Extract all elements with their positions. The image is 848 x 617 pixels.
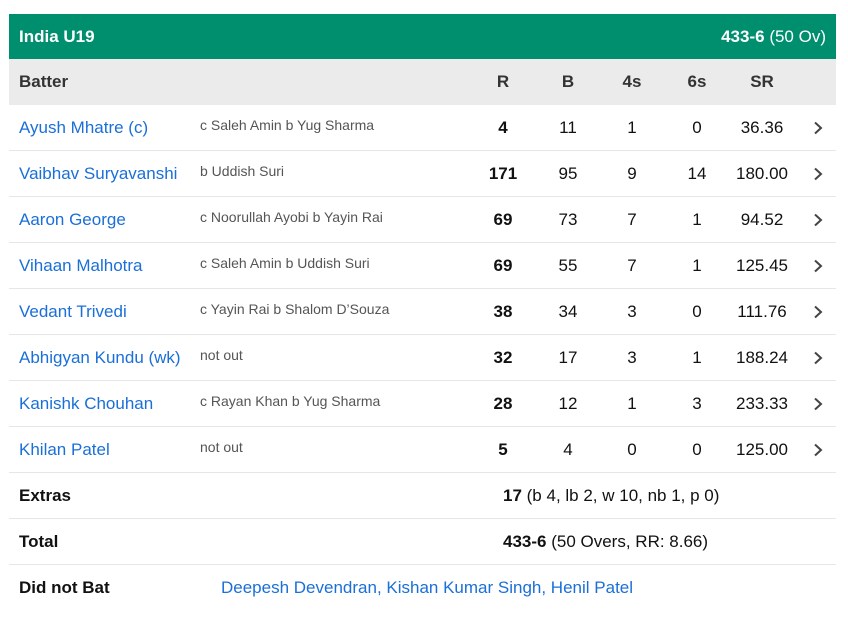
batter-name[interactable]: Vihaan Malhotra	[19, 255, 143, 275]
runs: 4	[498, 117, 508, 137]
batter-row[interactable]: Ayush Mhatre (c) c Saleh Amin b Yug Shar…	[9, 105, 836, 151]
sixes: 0	[692, 439, 702, 459]
sixes: 3	[692, 393, 702, 413]
dismissal: not out	[200, 439, 243, 455]
scorecard: India U19 433-6 (50 Ov) Batter R B 4s 6s…	[9, 14, 836, 611]
batter-row[interactable]: Aaron George c Noorullah Ayobi b Yayin R…	[9, 197, 836, 243]
chevron-right-icon[interactable]	[812, 305, 824, 319]
extras-row: Extras 17 (b 4, lb 2, w 10, nb 1, p 0)	[9, 473, 836, 519]
strike-rate: 180.00	[736, 163, 788, 183]
chevron-right-icon[interactable]	[812, 213, 824, 227]
fours: 3	[627, 301, 637, 321]
chevron-right-icon[interactable]	[812, 397, 824, 411]
runs: 32	[493, 347, 513, 367]
batter-row[interactable]: Vaibhav Suryavanshi b Uddish Suri 171 95…	[9, 151, 836, 197]
extras-label: Extras	[19, 485, 71, 505]
col-balls: B	[561, 72, 575, 91]
runs: 5	[498, 439, 508, 459]
chevron-right-icon[interactable]	[812, 167, 824, 181]
col-runs: R	[496, 72, 510, 91]
batter-row[interactable]: Khilan Patel not out 5 4 0 0 125.00	[9, 427, 836, 473]
extras-value: 17 (b 4, lb 2, w 10, nb 1, p 0)	[503, 485, 720, 505]
balls: 12	[558, 393, 578, 413]
chevron-right-icon[interactable]	[812, 351, 824, 365]
total-value: 433-6 (50 Overs, RR: 8.66)	[503, 531, 709, 551]
strike-rate: 94.52	[740, 209, 784, 229]
batter-name[interactable]: Kanishk Chouhan	[19, 393, 154, 413]
strike-rate: 125.00	[736, 439, 788, 459]
did-not-bat-players[interactable]: Deepesh Devendran, Kishan Kumar Singh, H…	[221, 578, 634, 597]
fours: 7	[627, 209, 637, 229]
balls: 11	[559, 117, 577, 137]
chevron-right-icon[interactable]	[812, 259, 824, 273]
batter-name[interactable]: Aaron George	[19, 209, 126, 229]
batter-row[interactable]: Abhigyan Kundu (wk) not out 32 17 3 1 18…	[9, 335, 836, 381]
runs: 38	[493, 301, 513, 321]
balls: 4	[563, 439, 573, 459]
balls: 34	[558, 301, 578, 321]
dismissal: c Saleh Amin b Uddish Suri	[200, 255, 370, 271]
dismissal: not out	[200, 347, 243, 363]
runs: 69	[493, 255, 513, 275]
fours: 7	[627, 255, 637, 275]
batter-name[interactable]: Vedant Trivedi	[19, 301, 127, 321]
fours: 1	[627, 393, 637, 413]
batter-row[interactable]: Kanishk Chouhan c Rayan Khan b Yug Sharm…	[9, 381, 836, 427]
dismissal: b Uddish Suri	[200, 163, 285, 179]
sixes: 1	[692, 255, 702, 275]
strike-rate: 111.76	[737, 301, 787, 321]
fours: 9	[627, 163, 637, 183]
team-name: India U19	[19, 26, 95, 46]
batter-row[interactable]: Vihaan Malhotra c Saleh Amin b Uddish Su…	[9, 243, 836, 289]
fours: 3	[627, 347, 637, 367]
chevron-right-icon[interactable]	[812, 443, 824, 457]
sixes: 1	[692, 347, 702, 367]
runs: 69	[493, 209, 513, 229]
fours: 0	[627, 439, 637, 459]
batter-name[interactable]: Ayush Mhatre (c)	[19, 117, 149, 137]
column-header-row: Batter R B 4s 6s SR	[9, 59, 836, 105]
total-label: Total	[19, 531, 59, 551]
total-row: Total 433-6 (50 Overs, RR: 8.66)	[9, 519, 836, 565]
strike-rate: 233.33	[736, 393, 788, 413]
dismissal: c Saleh Amin b Yug Sharma	[200, 117, 375, 133]
fours: 1	[627, 117, 637, 137]
batter-name[interactable]: Khilan Patel	[19, 439, 110, 459]
batter-name[interactable]: Abhigyan Kundu (wk)	[19, 347, 181, 367]
sixes: 1	[692, 209, 702, 229]
col-fours: 4s	[622, 72, 642, 91]
chevron-right-icon[interactable]	[812, 121, 824, 135]
col-batter: Batter	[19, 72, 69, 91]
strike-rate: 188.24	[736, 347, 788, 367]
balls: 17	[558, 347, 578, 367]
batter-row[interactable]: Vedant Trivedi c Yayin Rai b Shalom D’So…	[9, 289, 836, 335]
batter-name[interactable]: Vaibhav Suryavanshi	[19, 163, 178, 183]
strike-rate: 36.36	[740, 117, 784, 137]
sixes: 14	[687, 163, 707, 183]
balls: 55	[558, 255, 578, 275]
team-score: 433-6 (50 Ov)	[721, 26, 826, 46]
dismissal: c Rayan Khan b Yug Sharma	[200, 393, 381, 409]
team-header: India U19 433-6 (50 Ov)	[9, 14, 836, 59]
did-not-bat-label: Did not Bat	[19, 578, 110, 597]
balls: 95	[558, 163, 578, 183]
sixes: 0	[692, 301, 702, 321]
runs: 171	[488, 163, 518, 183]
dismissal: c Noorullah Ayobi b Yayin Rai	[200, 209, 383, 225]
sixes: 0	[692, 117, 702, 137]
col-sixes: 6s	[687, 72, 707, 91]
balls: 73	[558, 209, 578, 229]
dismissal: c Yayin Rai b Shalom D’Souza	[200, 301, 390, 317]
runs: 28	[493, 393, 513, 413]
col-strike-rate: SR	[750, 72, 774, 91]
did-not-bat-row: Did not Bat Deepesh Devendran, Kishan Ku…	[9, 565, 836, 611]
strike-rate: 125.45	[736, 255, 788, 275]
